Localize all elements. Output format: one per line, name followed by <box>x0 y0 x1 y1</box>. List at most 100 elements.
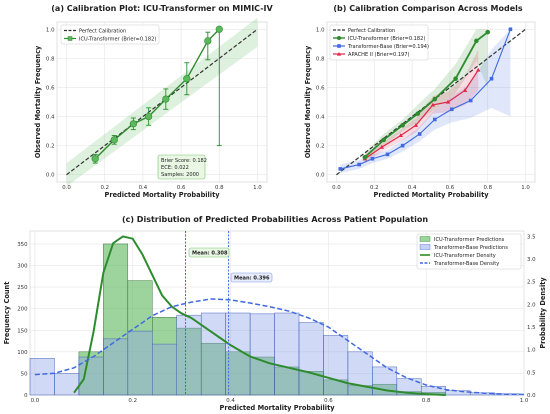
panel-b-point-tb <box>417 132 422 136</box>
panel-c-ytick-label: 250 <box>17 285 28 291</box>
panel-b-point-apache <box>379 144 385 149</box>
panel-a-ticks: 0.0 0.2 0.4 0.6 0.8 1.0 0.0 0.2 0.4 0.6 0.8 1.0 <box>46 27 262 191</box>
panel-c-ytick-right-label: 1.5 <box>527 325 536 331</box>
panel-a-xlabel: Predicted Mortality Probability <box>104 191 220 199</box>
panel-c-legend-tb-pred-swatch <box>419 244 431 250</box>
panel-c-bar-icu <box>78 351 104 396</box>
panel-b-line-icu <box>364 31 489 158</box>
panel-b-point-apache <box>398 133 403 138</box>
panel-c-xtick-label: 0.4 <box>226 398 235 404</box>
panel-b-point-tb <box>385 152 390 157</box>
panel-a-stat-samples: Samples: 2000 <box>161 172 199 178</box>
panel-a-legend-box <box>60 24 160 45</box>
panel-b-xtick-label: 0.0 <box>332 185 341 191</box>
panel-a-stat-brier: Brier Score: 0.182 <box>161 158 207 164</box>
panel-c-title: (c) Distribution of Predicted Probabilit… <box>122 215 428 224</box>
panel-c-bar-icu <box>103 243 129 396</box>
panel-b-legend-perfect: Perfect Calibration <box>348 28 395 34</box>
panel-c-bar-tb <box>274 312 300 396</box>
panel-a-xtick-label: 0.4 <box>139 185 148 191</box>
panel-c-bar-tb <box>323 335 349 396</box>
panel-c-xlabel: Predicted Mortality Probability <box>219 404 335 412</box>
panel-b-ytick-label: 0.6 <box>316 85 325 91</box>
panel-a-point <box>183 75 191 83</box>
panel-c-ytick-right-label: 3.5 <box>527 234 536 240</box>
panel-c-ytick-right-label: 3.0 <box>527 257 536 263</box>
panel-a-xtick-label: 0.0 <box>62 185 71 191</box>
panel-b-xtick-label: 0.4 <box>408 185 417 191</box>
panel-c-bar-icu <box>127 280 153 396</box>
panel-b-point-icu <box>362 154 368 160</box>
panel-c-mean-icu-label: Mean: 0.308 <box>192 251 228 257</box>
panel-c-legend-icu-dens: ICU-Transformer Density <box>434 253 496 259</box>
panel-b-point-tb <box>400 143 405 148</box>
panel-c-mean-tb-annotation: Mean: 0.396 <box>230 272 273 283</box>
panel-b-ytick-label: 0.8 <box>316 56 325 62</box>
panel-c-density-tb <box>34 298 525 396</box>
panel-a-point <box>110 136 118 144</box>
panel-b-point-icu <box>485 29 491 35</box>
panel-a-legend-perfect: Perfect Calibration <box>79 29 126 35</box>
panel-a-legend-model: ICU-Transformer (Brier=0.182) <box>79 37 156 43</box>
panel-a-point <box>215 25 223 33</box>
panel-c-ylabel-right: Probability Density <box>539 277 547 349</box>
panel-c-mean-tb-label: Mean: 0.396 <box>234 276 270 282</box>
panel-b-xlabel: Predicted Mortality Probability <box>373 191 489 199</box>
panel-b-band-tb <box>340 29 511 174</box>
panel-c-bar-icu <box>225 351 251 396</box>
panel-a-stat-ece: ECE: 0.022 <box>161 165 189 171</box>
panel-c-bar-tb <box>152 343 177 396</box>
panel-c-xtick-label: 0.2 <box>128 398 137 404</box>
panel-b-legend-tb: Transformer-Base (Brier=0.194) <box>347 44 429 50</box>
panel-b-point-tb <box>357 162 361 167</box>
panel-c-bar-tb <box>29 358 55 396</box>
panel-a-xtick-label: 0.8 <box>215 185 224 191</box>
panel-b-legend-apache: APACHE II (Brier=0.197) <box>348 52 410 58</box>
panel-c-ytick-label: 0 <box>24 393 28 399</box>
panel-c-xtick-label: 1.0 <box>520 398 529 404</box>
panel-c-bar-icu <box>152 317 177 396</box>
panel-a-ytick-label: 0.2 <box>46 144 55 150</box>
panel-a-point <box>204 37 212 45</box>
panel-b-point-icu <box>400 122 405 128</box>
panel-a-point <box>162 95 170 103</box>
panel-b-point-tb <box>432 117 437 122</box>
panel-c-bar-icu <box>274 366 300 396</box>
panel-c-legend-box <box>416 233 522 270</box>
panel-b-point-icu <box>474 38 479 44</box>
panel-a-grid <box>57 22 267 182</box>
panel-c-ylabel: Frequency Count <box>3 282 11 345</box>
panel-c-ytick-label: 300 <box>17 264 28 270</box>
panel-c-ytick-label: 150 <box>17 328 28 334</box>
panel-c-xtick-label: 0.6 <box>324 398 333 404</box>
panel-b-xtick-label: 0.8 <box>483 185 492 191</box>
panel-c-ticks: 0.0 0.2 0.4 0.6 0.8 1.0 0 50 100 150 200 250 300 350 0… <box>17 234 536 404</box>
panel-b-legend: Perfect Calibration ICU-Transformer (Bri… <box>329 24 429 61</box>
panel-b-point-tb <box>468 98 473 103</box>
panel-b-point-apache <box>462 88 468 92</box>
panel-a-ytick-label: 0.4 <box>46 115 55 121</box>
panel-b-point-icu <box>432 96 438 102</box>
panel-b-ytick-label: 0.0 <box>316 173 325 179</box>
panel-b-line-apache <box>364 69 479 160</box>
panel-b-point-apache <box>445 99 451 104</box>
panel-a-xtick-label: 0.2 <box>100 185 109 191</box>
panel-c-bar-tb <box>103 338 129 396</box>
panel-b-band-apache <box>364 49 479 164</box>
panel-c-xtick-label: 0.8 <box>422 398 431 404</box>
panel-a-legend-model-marker <box>67 36 73 41</box>
panel-a-point <box>91 155 99 163</box>
panel-a-title: (a) Calibration Plot: ICU-Transformer on… <box>51 4 273 13</box>
panel-c-legend-tb-pred: Transformer-Base Predictions <box>433 245 508 251</box>
panel-b-point-icu <box>415 111 421 116</box>
panel-a: (a) Calibration Plot: ICU-Transformer on… <box>34 4 274 199</box>
panel-a-xtick-label: 0.6 <box>177 185 186 191</box>
panel-c-ytick-right-label: 1.0 <box>527 348 536 354</box>
panel-b-legend-box <box>329 24 429 61</box>
panel-c-legend-tb-dens: Transformer-Base Density <box>433 261 499 267</box>
panel-c-ytick-label: 100 <box>17 350 28 356</box>
panel-c-bar-icu <box>200 342 226 396</box>
panel-c-bar-tb <box>176 314 202 396</box>
panel-b-ytick-label: 0.2 <box>316 144 325 150</box>
